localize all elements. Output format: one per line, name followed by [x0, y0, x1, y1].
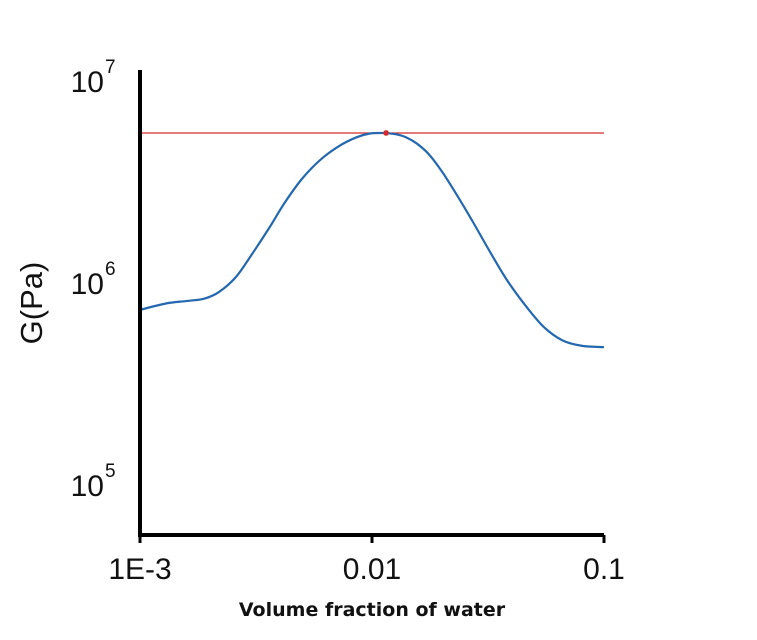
- y-tick-base: 10: [71, 268, 104, 301]
- x-axis-label: Volume fraction of water: [239, 599, 506, 621]
- plot-marks: [139, 130, 605, 349]
- y-tick-label: 10 6: [71, 259, 116, 301]
- peak-point: [383, 130, 389, 136]
- y-tick-exponent: 7: [105, 57, 116, 78]
- y-tick-base: 10: [71, 66, 104, 99]
- y-tick-label: 10 7: [71, 57, 116, 99]
- x-tick-label: 0.01: [343, 553, 401, 586]
- y-tick-base: 10: [71, 470, 104, 503]
- y-tick-label: 10 5: [71, 461, 116, 503]
- x-tick-label: 0.1: [583, 553, 625, 586]
- x-tick-label: 1E-3: [108, 553, 171, 586]
- y-axis-label: G(Pa): [14, 262, 49, 345]
- series-line: [139, 131, 605, 349]
- y-tick-exponent: 6: [105, 259, 116, 280]
- y-tick-exponent: 5: [105, 461, 116, 482]
